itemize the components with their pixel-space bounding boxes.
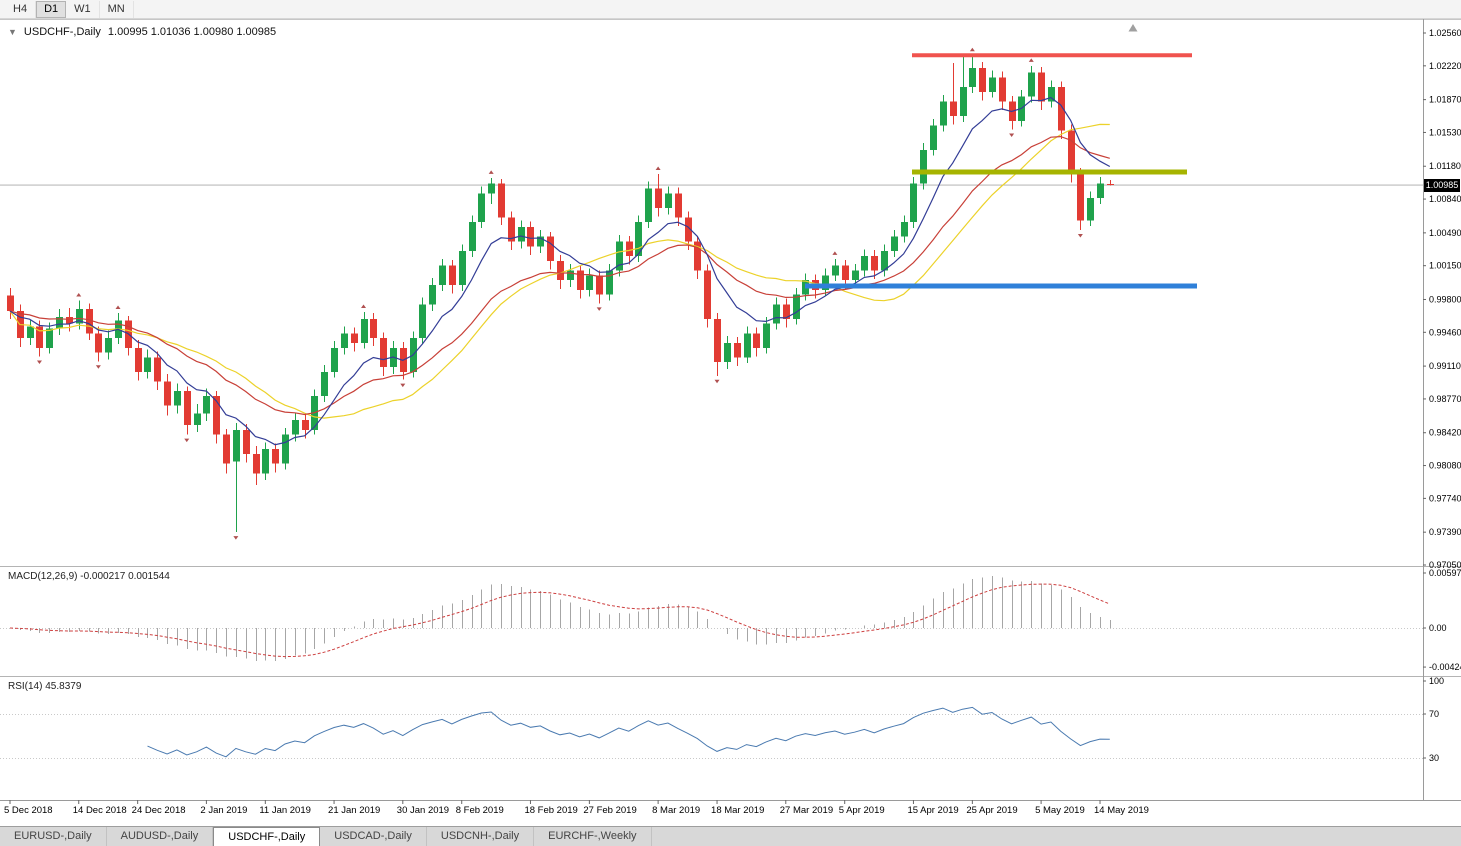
- macd-axis-label: -0.00424: [1429, 662, 1461, 672]
- macd-signal-line: [9, 583, 1110, 658]
- date-axis-label: 8 Feb 2019: [456, 805, 504, 816]
- price-axis-label: 0.98080: [1429, 461, 1461, 471]
- chart-shift-marker-icon[interactable]: [1128, 24, 1138, 32]
- tab-eurusd-daily[interactable]: EURUSD-,Daily: [0, 827, 107, 846]
- tab-audusd-daily[interactable]: AUDUSD-,Daily: [107, 827, 214, 846]
- date-axis-label: 24 Dec 2018: [132, 805, 186, 816]
- timeframe-button-w1[interactable]: W1: [66, 0, 100, 18]
- timeframe-button-d1[interactable]: D1: [36, 0, 67, 18]
- fractal-markers: [36, 47, 1083, 540]
- timeframe-button-h4[interactable]: H4: [5, 0, 37, 18]
- rsi-axis-label: 70: [1429, 709, 1439, 719]
- date-axis-label: 25 Apr 2019: [966, 805, 1017, 816]
- date-axis-label: 5 Apr 2019: [839, 805, 885, 816]
- date-axis-label: 11 Jan 2019: [259, 805, 311, 816]
- rsi-axis-label: 100: [1429, 676, 1444, 686]
- date-axis-label: 30 Jan 2019: [397, 805, 449, 816]
- macd-histogram: [20, 576, 1111, 661]
- chart-canvas[interactable]: 1.02560 1.02220 1.01870 1.01530 1.01180 1.008…: [0, 19, 1461, 826]
- current-price-badge: 1.00985: [1424, 178, 1460, 192]
- date-axis-label: 14 May 2019: [1094, 805, 1149, 816]
- price-axis-label: 1.01870: [1429, 95, 1461, 105]
- date-axis-label: 21 Jan 2019: [328, 805, 380, 816]
- date-axis-label: 18 Mar 2019: [711, 805, 764, 816]
- timeframe-button-mn[interactable]: MN: [100, 0, 134, 18]
- date-axis-label: 15 Apr 2019: [907, 805, 958, 816]
- price-axis-label: 1.01180: [1429, 161, 1461, 171]
- price-axis-label: 0.99800: [1429, 294, 1461, 304]
- price-axis-label: 1.02560: [1429, 28, 1461, 38]
- price-axis-label: 0.97050: [1429, 560, 1461, 570]
- date-axis-label: 27 Mar 2019: [780, 805, 833, 816]
- date-axis-label: 18 Feb 2019: [524, 805, 577, 816]
- price-axis-label: 1.00150: [1429, 261, 1461, 271]
- tab-usdcad-daily[interactable]: USDCAD-,Daily: [320, 827, 427, 846]
- moving-average-fast-blue: [9, 96, 1111, 446]
- chart-tab-bar: EURUSD-,Daily AUDUSD-,Daily USDCHF-,Daily U…: [0, 826, 1461, 846]
- date-axis-label: 27 Feb 2019: [583, 805, 636, 816]
- tab-usdcnh-daily[interactable]: USDCNH-,Daily: [427, 827, 535, 846]
- price-axis-label: 1.02220: [1429, 61, 1461, 71]
- price-axis-label: 1.00490: [1429, 228, 1461, 238]
- rsi-line: [147, 706, 1110, 758]
- chart-window[interactable]: 1.02560 1.02220 1.01870 1.01530 1.01180 1.008…: [0, 19, 1461, 826]
- macd-axis-label: 0.00597: [1429, 568, 1461, 578]
- price-axis-label: 0.99460: [1429, 327, 1461, 337]
- date-axis-label: 5 Dec 2018: [4, 805, 53, 816]
- date-axis-label: 14 Dec 2018: [73, 805, 127, 816]
- macd-axis-label: 0.00: [1429, 623, 1447, 633]
- date-axis-label: 2 Jan 2019: [200, 805, 247, 816]
- date-axis-label: 5 May 2019: [1035, 805, 1085, 816]
- price-axis-label: 1.01530: [1429, 127, 1461, 137]
- price-axis-label: 0.99110: [1429, 361, 1461, 371]
- price-axis-label: 0.97740: [1429, 493, 1461, 503]
- price-axis-label: 0.98770: [1429, 394, 1461, 404]
- price-axis-label: 0.97390: [1429, 527, 1461, 537]
- rsi-axis-label: 30: [1429, 753, 1439, 763]
- tab-usdchf-daily[interactable]: USDCHF-,Daily: [213, 827, 321, 846]
- price-axis-label: 1.00840: [1429, 194, 1461, 204]
- tab-eurchf-weekly[interactable]: EURCHF-,Weekly: [534, 827, 652, 846]
- price-axis-label: 0.98420: [1429, 428, 1461, 438]
- date-axis-label: 8 Mar 2019: [652, 805, 700, 816]
- moving-average-mid-red: [9, 135, 1110, 416]
- timeframe-toolbar: H4 D1 W1 MN: [0, 0, 1461, 19]
